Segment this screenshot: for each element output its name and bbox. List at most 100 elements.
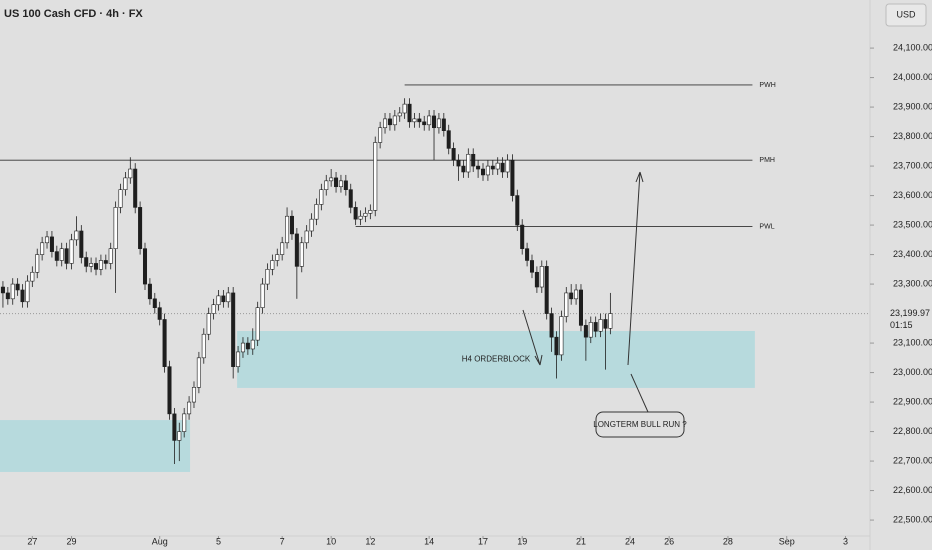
y-tick-label: 23,400.00 xyxy=(893,249,932,259)
candle-body xyxy=(98,260,103,270)
x-tick-label: 5 xyxy=(216,536,221,546)
candle-body xyxy=(138,207,143,249)
candle-body xyxy=(64,248,69,264)
candle-body xyxy=(451,148,456,161)
candle-body xyxy=(520,224,525,249)
candle-body xyxy=(608,313,613,329)
candle-body xyxy=(245,342,250,350)
callout-pointer xyxy=(630,373,649,413)
callout-text: LONGTERM BULL RUN ? xyxy=(593,420,687,429)
candle-body xyxy=(118,189,123,208)
candle-body xyxy=(368,210,373,214)
callout-box xyxy=(595,411,685,438)
candle-body xyxy=(539,266,544,288)
candle-body xyxy=(294,233,299,267)
candle-body xyxy=(260,283,265,308)
candle-body xyxy=(598,319,603,332)
candle-body xyxy=(270,260,275,270)
x-tick-label: 7 xyxy=(280,536,285,546)
candle-body xyxy=(309,218,314,232)
y-tick-label: 23,800.00 xyxy=(893,131,932,141)
candle-body xyxy=(476,165,481,170)
candle-body xyxy=(30,271,35,282)
candle-body xyxy=(432,115,437,129)
candle-body xyxy=(123,177,128,190)
candle-body xyxy=(397,112,402,117)
currency[interactable]: USD xyxy=(896,9,916,19)
x-tick-label: 28 xyxy=(723,536,733,546)
candle-body xyxy=(304,230,309,244)
candle-body xyxy=(319,189,324,205)
candle-body xyxy=(265,269,270,285)
candle-body xyxy=(338,180,343,188)
candle-body xyxy=(211,304,216,314)
countdown: 01:15 xyxy=(890,320,913,330)
candle-body xyxy=(525,248,530,261)
candle-body xyxy=(49,236,54,252)
candle-body xyxy=(157,307,162,320)
zone-label: H4 ORDERBLOCK xyxy=(462,355,531,364)
candle-body xyxy=(564,292,569,317)
x-tick-label: 14 xyxy=(424,536,434,546)
candle-body xyxy=(133,168,138,208)
y-tick-label: 24,000.00 xyxy=(893,72,932,82)
candle-body xyxy=(147,283,152,300)
candle-body xyxy=(554,336,559,356)
candle-body xyxy=(324,180,329,190)
zone xyxy=(0,420,191,472)
x-tick-label: 12 xyxy=(365,536,375,546)
candle-body xyxy=(93,263,99,270)
x-tick-label: Sep xyxy=(779,536,795,546)
candle-body xyxy=(240,342,245,353)
candle-body xyxy=(559,316,564,356)
y-tick-label: 22,800.00 xyxy=(893,426,932,436)
candle-body xyxy=(20,289,25,303)
candle-body xyxy=(456,159,461,167)
y-tick-label: 22,600.00 xyxy=(893,485,932,495)
candle-body xyxy=(510,159,515,196)
candle-body xyxy=(196,357,201,388)
candle-body xyxy=(363,212,368,217)
candle-body xyxy=(289,215,294,235)
candle-body xyxy=(54,251,59,261)
candle-body xyxy=(343,180,348,190)
candle-body xyxy=(280,242,285,255)
candle-body xyxy=(578,289,583,326)
y-tick-label: 24,100.00 xyxy=(893,42,932,52)
candle-body xyxy=(226,292,231,303)
candle-body xyxy=(500,162,505,173)
candle-body xyxy=(40,242,45,255)
level-label: PWH xyxy=(759,82,775,89)
candle-body xyxy=(446,130,451,149)
candle-body xyxy=(402,103,407,114)
candle-body xyxy=(221,295,226,303)
candle-body xyxy=(529,260,535,273)
currency-button[interactable] xyxy=(885,3,927,27)
candle-body xyxy=(162,319,167,367)
candle-body xyxy=(172,413,177,441)
candle-body xyxy=(373,142,378,211)
chart-title: US 100 Cash CFD · 4h · FX xyxy=(4,8,143,20)
candle-body xyxy=(74,230,79,241)
y-tick-label: 22,900.00 xyxy=(893,396,932,406)
candle-body xyxy=(299,242,304,267)
candle-body xyxy=(113,207,118,249)
y-tick-label: 23,300.00 xyxy=(893,278,932,288)
candle-body xyxy=(387,118,392,126)
candle-body xyxy=(216,295,221,306)
candle-body xyxy=(0,286,5,294)
x-tick-label: 17 xyxy=(478,536,488,546)
candle-body xyxy=(35,254,40,273)
y-tick-label: 23,500.00 xyxy=(893,219,932,229)
candle-body xyxy=(15,283,20,291)
candle-body xyxy=(103,260,108,264)
x-tick-label: 19 xyxy=(517,536,527,546)
candle-body xyxy=(407,103,412,123)
candle-body xyxy=(329,177,334,182)
y-tick-label: 23,600.00 xyxy=(893,190,932,200)
candle-body xyxy=(236,351,241,367)
candle-body xyxy=(515,195,520,226)
candle-body xyxy=(191,387,197,403)
candle-body xyxy=(422,121,427,126)
candle-body xyxy=(201,333,206,359)
